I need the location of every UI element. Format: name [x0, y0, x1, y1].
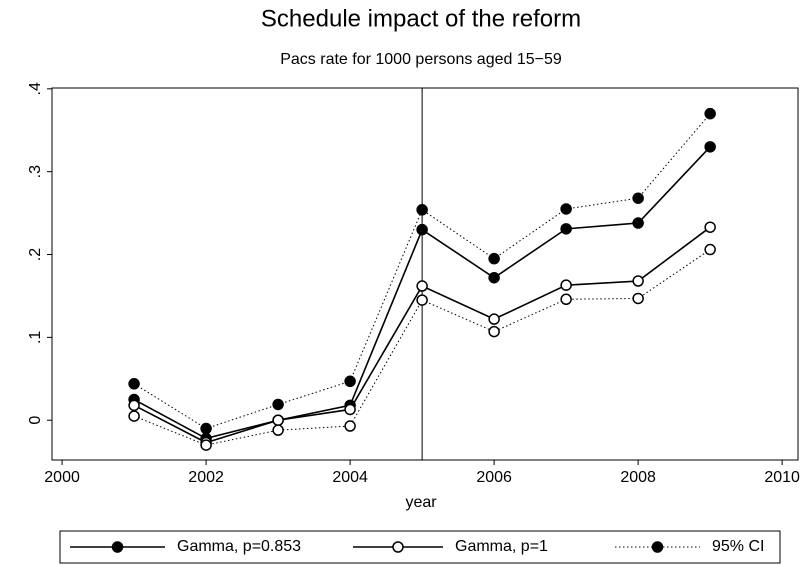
chart-subtitle: Pacs rate for 1000 persons aged 15−59 [280, 51, 562, 68]
marker [416, 204, 428, 216]
x-tick-label: 2010 [764, 469, 800, 486]
marker [128, 399, 140, 412]
marker [488, 252, 500, 265]
marker [632, 275, 644, 287]
marker [344, 375, 356, 388]
chart-title: Schedule impact of the reform [261, 5, 581, 32]
marker [128, 410, 140, 422]
marker [272, 414, 284, 426]
marker [560, 293, 572, 306]
marker [704, 141, 716, 153]
marker [416, 294, 428, 306]
legend-label: Gamma, p=0.853 [177, 538, 301, 555]
marker [632, 192, 644, 204]
marker [200, 439, 212, 451]
marker [272, 398, 284, 411]
marker [632, 217, 644, 229]
marker [560, 279, 572, 291]
marker [344, 403, 356, 416]
marker [560, 223, 572, 235]
marker [632, 292, 644, 305]
marker [560, 203, 572, 215]
legend-label: 95% CI [712, 538, 764, 555]
marker [344, 420, 356, 432]
x-tick-label: 2000 [44, 469, 80, 486]
series-line [133, 113, 711, 430]
marker [488, 271, 500, 284]
legend-marker [111, 541, 124, 553]
y-tick-label: .1 [27, 331, 44, 344]
x-tick-label: 2002 [188, 469, 224, 486]
marker [416, 223, 428, 236]
marker [488, 313, 500, 325]
x-tick-label: 2006 [476, 469, 512, 486]
plot-area [51, 87, 799, 461]
y-tick-label: 0 [27, 416, 44, 425]
x-tick-label: 2008 [620, 469, 656, 486]
legend-marker [651, 541, 664, 553]
marker [704, 243, 716, 256]
y-tick-label: .3 [27, 165, 44, 178]
marker [416, 280, 428, 292]
y-tick-label: .2 [27, 248, 44, 261]
marker [128, 378, 140, 390]
marker [704, 107, 716, 120]
y-tick-label: .4 [27, 82, 44, 95]
marker [704, 221, 716, 233]
marker [272, 424, 284, 436]
marker [488, 325, 500, 338]
legend-marker [392, 541, 404, 553]
x-axis-label: year [405, 494, 437, 511]
x-tick-label: 2004 [332, 469, 368, 486]
marker [200, 422, 212, 435]
legend-label: Gamma, p=1 [455, 538, 548, 555]
